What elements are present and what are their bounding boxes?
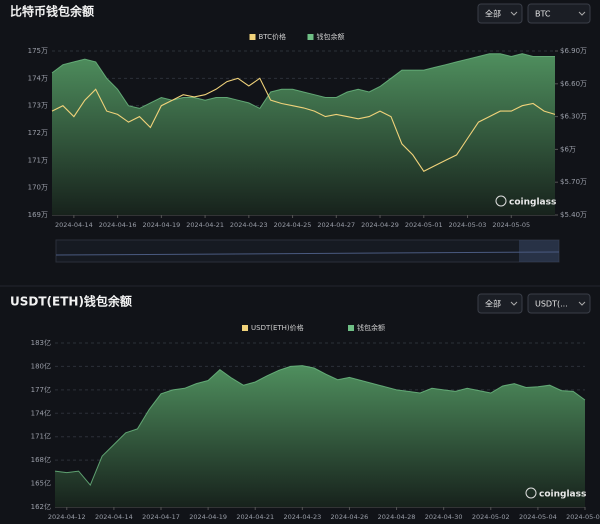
y2-tick-label: $5.70万: [560, 178, 587, 186]
x-tick-label: 2024-04-21: [236, 513, 274, 521]
filter-select[interactable]: [527, 293, 591, 314]
y-tick-label: 174亿: [31, 408, 51, 417]
x-tick-label: 2024-05-05: [492, 221, 530, 229]
x-tick-label: 2024-04-14: [95, 513, 133, 521]
legend-label[interactable]: 钱包余额: [317, 32, 345, 41]
dropdown-arrow[interactable]: [578, 301, 586, 306]
x-tick-label: 2024-04-23: [230, 221, 268, 229]
dropdown-arrow[interactable]: [510, 11, 518, 16]
x-tick-label: 2024-04-17: [142, 513, 180, 521]
watermark: coinglass: [509, 198, 556, 208]
y-tick-label: 174万: [28, 74, 48, 82]
x-tick-label: 2024-04-19: [189, 513, 227, 521]
legend-swatch[interactable]: [348, 325, 354, 331]
y-tick-label: 183亿: [31, 338, 51, 347]
x-tick-label: 2024-04-27: [317, 221, 355, 229]
legend-swatch[interactable]: [307, 34, 314, 40]
legend-label[interactable]: BTC价格: [259, 32, 287, 41]
x-tick-label: 2024-04-19: [142, 221, 180, 229]
legend-swatch[interactable]: [249, 34, 256, 40]
filter-select[interactable]: [477, 293, 523, 314]
x-tick-label: 2024-04-25: [274, 221, 312, 229]
navigator-selection[interactable]: [519, 240, 559, 262]
navigator[interactable]: [55, 239, 560, 263]
x-tick-label: 2024-04-30: [425, 513, 463, 521]
x-tick-label: 2024-04-29: [361, 221, 399, 229]
chart-title: 比特币钱包余额: [10, 4, 94, 19]
x-tick-label: 2024-05-03: [449, 221, 487, 229]
dropdown-arrow[interactable]: [578, 11, 586, 16]
y-tick-label: 168亿: [31, 455, 51, 464]
y-tick-label: 177亿: [31, 385, 51, 394]
watermark-logo: [495, 195, 507, 207]
filter-label[interactable]: USDT(...: [535, 300, 568, 309]
filter-select[interactable]: [527, 3, 591, 24]
y2-tick-label: $6万: [560, 145, 576, 153]
filter-label[interactable]: 全部: [485, 299, 501, 309]
x-tick-label: 2024-05-04: [519, 513, 557, 521]
y-tick-label: 173万: [28, 102, 48, 110]
x-tick-label: 2024-05-07: [566, 513, 600, 521]
y2-tick-label: $6.30万: [560, 113, 587, 121]
x-tick-label: 2024-04-28: [378, 513, 416, 521]
x-tick-label: 2024-05-02: [472, 513, 510, 521]
price-line: [51, 77, 556, 173]
x-tick-label: 2024-04-23: [283, 513, 321, 521]
y-tick-label: 170万: [28, 184, 48, 192]
x-tick-label: 2024-04-14: [55, 221, 93, 229]
x-tick-label: 2024-04-12: [48, 513, 86, 521]
x-tick-label: 2024-04-16: [99, 221, 137, 229]
navigator-track: [55, 251, 560, 256]
y-tick-label: 171万: [28, 156, 48, 164]
filter-select[interactable]: [477, 3, 523, 24]
y2-tick-label: $6.60万: [560, 80, 587, 88]
area-line: [54, 365, 586, 487]
legend-swatch[interactable]: [242, 325, 248, 331]
filter-label[interactable]: 全部: [485, 9, 501, 19]
y2-tick-label: $5.40万: [560, 211, 587, 219]
watermark: coinglass: [539, 490, 586, 500]
y-tick-label: 180亿: [31, 361, 51, 370]
y-tick-label: 175万: [28, 47, 48, 55]
y-tick-label: 172万: [28, 129, 48, 137]
legend-label[interactable]: USDT(ETH)价格: [251, 323, 304, 332]
filter-label[interactable]: BTC: [535, 10, 551, 19]
legend-label[interactable]: 钱包余额: [357, 323, 385, 332]
y-tick-label: 165亿: [31, 479, 51, 488]
y2-tick-label: $6.90万: [560, 47, 587, 55]
x-tick-label: 2024-04-21: [186, 221, 224, 229]
x-tick-label: 2024-05-01: [405, 221, 443, 229]
area-fill: [55, 365, 585, 507]
area-fill: [52, 53, 555, 216]
dropdown-arrow[interactable]: [510, 301, 518, 306]
y-tick-label: 171亿: [31, 432, 51, 441]
area-line: [51, 53, 555, 110]
watermark-logo: [525, 487, 537, 499]
y-tick-label: 169万: [28, 211, 48, 219]
x-tick-label: 2024-04-26: [331, 513, 369, 521]
chart-title: USDT(ETH)钱包余额: [10, 294, 132, 309]
y-tick-label: 162亿: [31, 502, 51, 511]
